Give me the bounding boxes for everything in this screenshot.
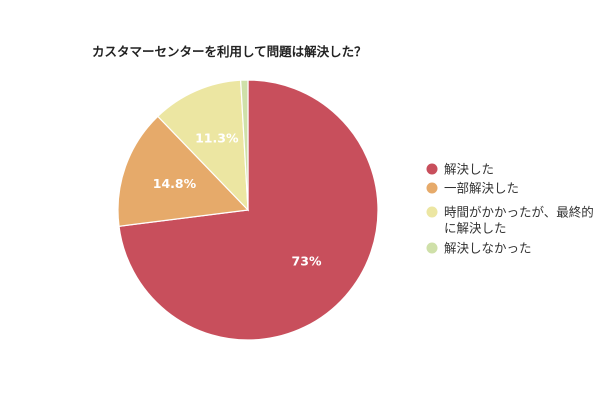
data-label-2: 14.8% [153, 176, 197, 191]
pie-slice-4 [240, 79, 249, 211]
legend-item-1: 解決した [426, 162, 494, 177]
legend-swatch-2 [426, 182, 438, 194]
legend-swatch-3 [426, 206, 438, 218]
pie-slice-3 [156, 79, 249, 212]
data-label-3: 11.3% [195, 131, 239, 146]
legend-swatch-4 [426, 242, 438, 254]
legend-label-1: 解決した [444, 162, 494, 177]
legend-label-2: 一部解決した [444, 181, 519, 196]
legend-item-4: 解決しなかった [426, 241, 532, 256]
legend-item-3: 時間がかかったが、最終的に解決した [426, 205, 594, 236]
legend-swatch-1 [426, 163, 438, 175]
legend-label-4: 解決しなかった [444, 241, 532, 256]
legend-item-2: 一部解決した [426, 181, 519, 196]
legend-label-3: 時間がかかったが、最終的に解決した [444, 205, 594, 236]
chart-title: カスタマーセンターを利用して問題は解決した？ [92, 44, 367, 59]
pie-slice-2 [117, 115, 250, 227]
pie-data-labels: 73% 14.8% 11.3% [153, 131, 322, 269]
pie-slices [117, 79, 379, 341]
data-label-1: 73% [292, 254, 322, 269]
